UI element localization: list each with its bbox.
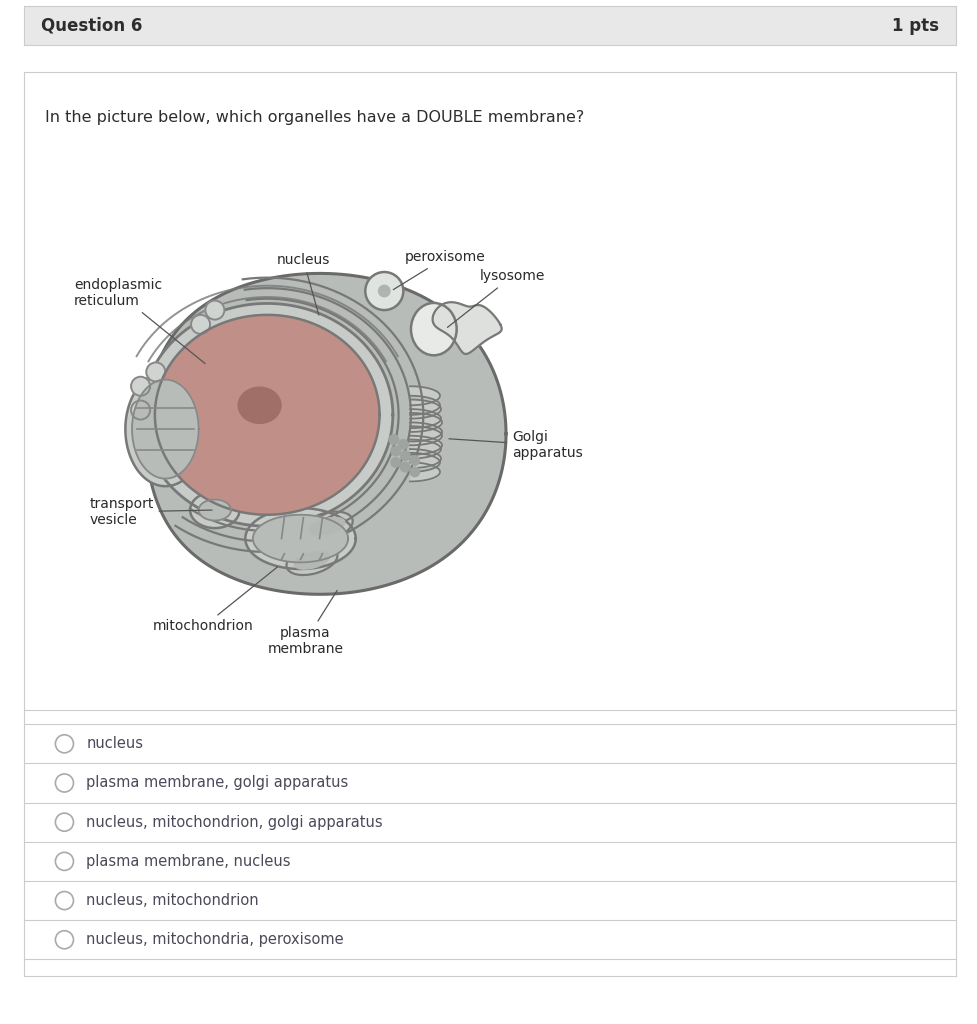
Text: nucleus: nucleus [276, 253, 329, 315]
Circle shape [131, 400, 149, 420]
Polygon shape [245, 508, 356, 569]
Text: peroxisome: peroxisome [393, 251, 486, 290]
Text: plasma membrane, golgi apparatus: plasma membrane, golgi apparatus [86, 775, 348, 791]
Ellipse shape [198, 500, 231, 520]
Polygon shape [432, 302, 501, 354]
Circle shape [391, 458, 400, 467]
Circle shape [399, 439, 407, 450]
Ellipse shape [238, 387, 280, 423]
Polygon shape [132, 380, 198, 478]
Text: transport
vesicle: transport vesicle [89, 497, 212, 527]
Text: nucleus: nucleus [86, 736, 144, 752]
Circle shape [400, 463, 409, 472]
Text: plasma membrane, nucleus: plasma membrane, nucleus [86, 854, 290, 869]
Ellipse shape [294, 552, 329, 569]
Text: lysosome: lysosome [446, 269, 544, 328]
Text: nucleus, mitochondrion, golgi apparatus: nucleus, mitochondrion, golgi apparatus [86, 815, 383, 829]
Ellipse shape [286, 546, 337, 575]
Polygon shape [125, 372, 205, 486]
Circle shape [131, 377, 149, 395]
Circle shape [391, 446, 400, 456]
Polygon shape [142, 303, 393, 526]
Ellipse shape [301, 512, 353, 541]
Text: nucleus, mitochondrion: nucleus, mitochondrion [86, 893, 259, 908]
Circle shape [378, 286, 390, 297]
Text: In the picture below, which organelles have a DOUBLE membrane?: In the picture below, which organelles h… [45, 111, 584, 125]
Polygon shape [146, 273, 505, 594]
Text: nucleus, mitochondria, peroxisome: nucleus, mitochondria, peroxisome [86, 932, 344, 947]
Circle shape [400, 451, 409, 461]
Ellipse shape [310, 517, 345, 535]
Ellipse shape [410, 303, 456, 355]
Text: Question 6: Question 6 [41, 16, 143, 35]
Ellipse shape [190, 492, 239, 528]
Circle shape [205, 301, 224, 319]
Circle shape [409, 467, 419, 477]
Circle shape [389, 435, 399, 444]
Text: plasma
membrane: plasma membrane [267, 591, 343, 656]
Polygon shape [253, 515, 348, 562]
Text: 1 pts: 1 pts [891, 16, 938, 35]
Circle shape [409, 456, 419, 465]
Polygon shape [154, 314, 379, 515]
Text: endoplasmic
reticulum: endoplasmic reticulum [74, 278, 205, 364]
Circle shape [191, 314, 210, 334]
Text: Golgi
apparatus: Golgi apparatus [448, 430, 582, 461]
Circle shape [364, 272, 403, 310]
Text: mitochondrion: mitochondrion [152, 567, 277, 634]
Circle shape [147, 362, 165, 382]
